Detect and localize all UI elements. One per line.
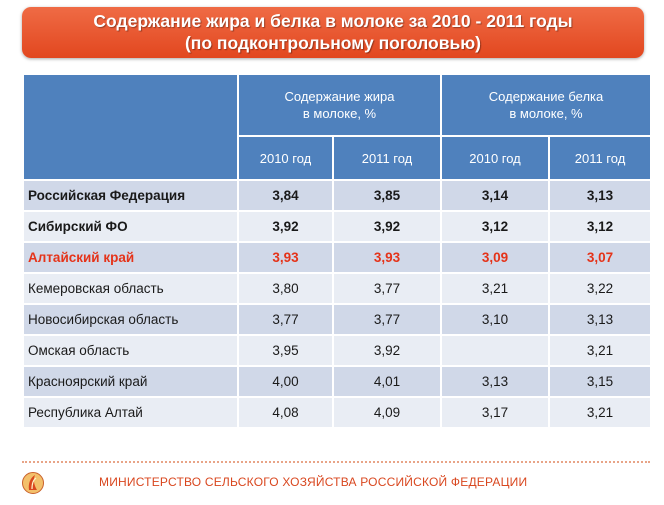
fat-2011-header: 2011 год — [331, 135, 443, 181]
table-row: Сибирский ФО 3,92 3,92 3,12 3,12 — [22, 210, 653, 243]
fat-2010-cell: 4,00 — [237, 365, 334, 398]
table-row: Российская Федерация 3,84 3,85 3,14 3,13 — [22, 179, 653, 212]
footer-divider — [22, 461, 650, 463]
table-row: Новосибирская область 3,77 3,77 3,10 3,1… — [22, 303, 653, 336]
fat-header-line-2: в молоке, % — [302, 106, 377, 121]
fat-2010-cell: 3,80 — [237, 272, 334, 305]
table-row: Кемеровская область 3,80 3,77 3,21 3,22 — [22, 272, 653, 305]
fat-2011-cell: 3,77 — [331, 303, 443, 336]
protein-2010-cell: 3,13 — [440, 365, 551, 398]
fat-group-header: Содержание жира в молоке, % — [236, 73, 443, 137]
protein-2010-cell: 3,10 — [440, 303, 551, 336]
region-cell: Алтайский край — [22, 241, 239, 274]
fat-2010-cell: 4,08 — [237, 396, 334, 429]
fat-2011-cell: 3,92 — [331, 210, 443, 243]
fat-2010-cell: 3,95 — [237, 334, 334, 367]
table-row: Республика Алтай 4,08 4,09 3,17 3,21 — [22, 396, 653, 429]
region-cell: Российская Федерация — [22, 179, 239, 212]
protein-2010-cell: 3,09 — [440, 241, 551, 274]
fat-2010-cell: 3,92 — [237, 210, 334, 243]
fat-2011-cell: 3,93 — [331, 241, 443, 274]
protein-2011-cell: 3,22 — [548, 272, 653, 305]
title-line-1: Содержание жира и белка в молоке за 2010… — [93, 11, 573, 31]
fat-2011-cell: 3,77 — [331, 272, 443, 305]
fat-2011-cell: 4,01 — [331, 365, 443, 398]
protein-2011-cell: 3,15 — [548, 365, 653, 398]
table-row: Омская область 3,95 3,92 3,21 — [22, 334, 653, 367]
title-banner: Содержание жира и белка в молоке за 2010… — [22, 7, 644, 58]
fat-2011-cell: 3,92 — [331, 334, 443, 367]
protein-2011-cell: 3,13 — [548, 303, 653, 336]
region-cell: Сибирский ФО — [22, 210, 239, 243]
protein-2011-cell: 3,21 — [548, 334, 653, 367]
protein-header-line-1: Содержание белка — [488, 89, 604, 104]
footer-ministry-name: МИНИСТЕРСТВО СЕЛЬСКОГО ХОЗЯЙСТВА РОССИЙС… — [99, 475, 528, 489]
region-cell: Омская область — [22, 334, 239, 367]
protein-2010-cell — [440, 334, 551, 367]
protein-2011-cell: 3,21 — [548, 396, 653, 429]
protein-2011-cell: 3,13 — [548, 179, 653, 212]
protein-2011-cell: 3,07 — [548, 241, 653, 274]
protein-2010-header: 2010 год — [440, 135, 551, 181]
region-cell: Республика Алтай — [22, 396, 239, 429]
protein-2010-cell: 3,21 — [440, 272, 551, 305]
protein-2011-header: 2011 год — [548, 135, 653, 181]
protein-2010-cell: 3,14 — [440, 179, 551, 212]
fat-2010-header: 2010 год — [237, 135, 334, 181]
fat-header-line-1: Содержание жира — [284, 89, 395, 104]
ministry-emblem-icon — [22, 470, 44, 496]
fat-2010-cell: 3,84 — [237, 179, 334, 212]
table-corner-header — [22, 73, 239, 181]
protein-header-line-2: в молоке, % — [509, 106, 583, 121]
region-cell: Новосибирская область — [22, 303, 239, 336]
fat-2011-cell: 4,09 — [331, 396, 443, 429]
region-cell: Кемеровская область — [22, 272, 239, 305]
fat-2010-cell: 3,77 — [237, 303, 334, 336]
fat-2010-cell: 3,93 — [237, 241, 334, 274]
protein-group-header: Содержание белка в молоке, % — [440, 73, 653, 137]
protein-2010-cell: 3,17 — [440, 396, 551, 429]
title-line-2: (по подконтрольному поголовью) — [184, 33, 482, 53]
milk-content-table: Содержание жира в молоке, % Содержание б… — [22, 73, 653, 429]
region-cell: Красноярский край — [22, 365, 239, 398]
table-row: Красноярский край 4,00 4,01 3,13 3,15 — [22, 365, 653, 398]
protein-2010-cell: 3,12 — [440, 210, 551, 243]
protein-2011-cell: 3,12 — [548, 210, 653, 243]
table-row: Алтайский край 3,93 3,93 3,09 3,07 — [22, 241, 653, 274]
fat-2011-cell: 3,85 — [331, 179, 443, 212]
